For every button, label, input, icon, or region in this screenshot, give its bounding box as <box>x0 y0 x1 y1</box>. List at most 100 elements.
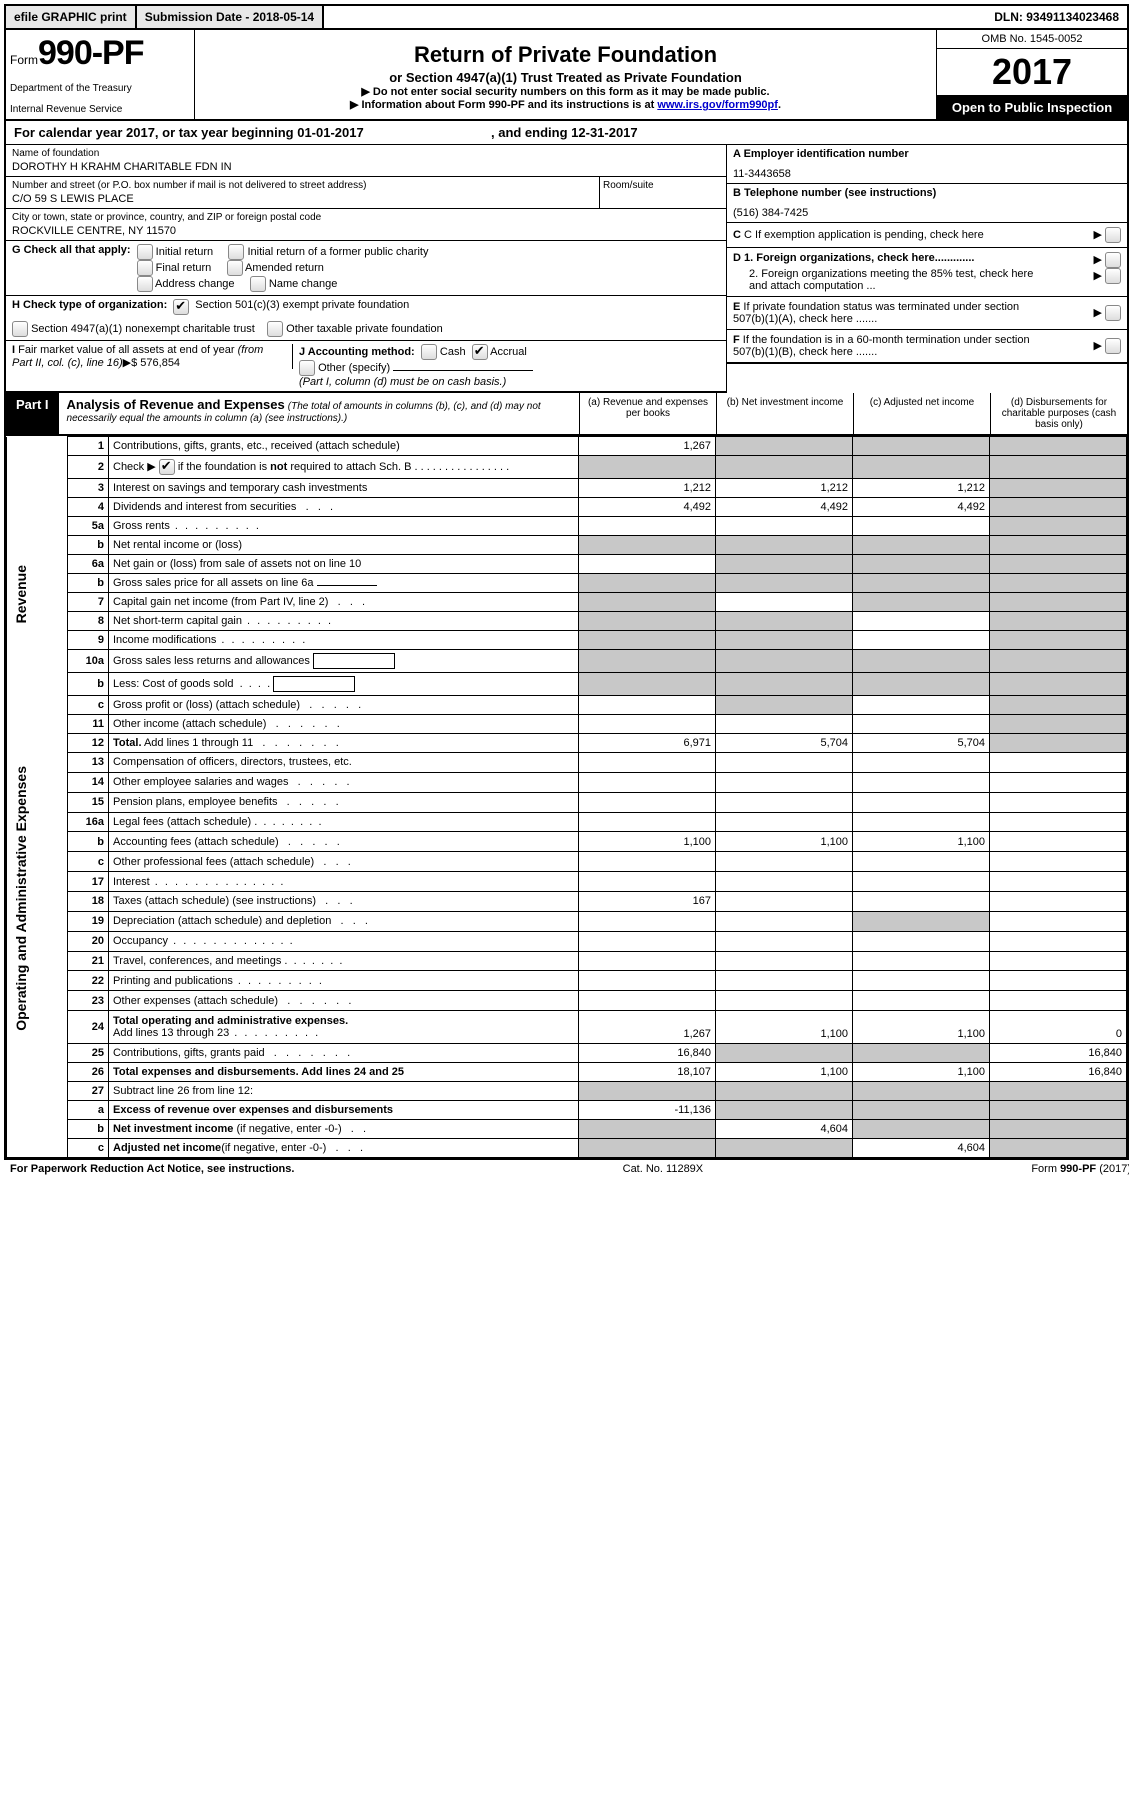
revenue-side-label: Revenue <box>11 555 31 633</box>
dln: DLN: 93491134023468 <box>986 6 1127 28</box>
foundation-name-cell: Name of foundation DOROTHY H KRAHM CHARI… <box>6 145 726 177</box>
year-box: OMB No. 1545-0052 2017 Open to Public In… <box>936 30 1127 119</box>
address-change-checkbox[interactable] <box>137 276 153 292</box>
table-row: 25Contributions, gifts, grants paid . . … <box>7 1043 1127 1062</box>
table-row: 26Total expenses and disbursements. Add … <box>7 1062 1127 1081</box>
table-row: cOther professional fees (attach schedul… <box>7 852 1127 872</box>
form-word: Form <box>10 53 38 67</box>
col-b-header: (b) Net investment income <box>716 393 853 434</box>
table-row: 16aLegal fees (attach schedule) . . . . … <box>7 812 1127 832</box>
form-container: efile GRAPHIC print Submission Date - 20… <box>4 4 1129 1160</box>
final-return-checkbox[interactable] <box>137 260 153 276</box>
cash-checkbox[interactable] <box>421 344 437 360</box>
ein-cell: A Employer identification number 11-3443… <box>727 145 1127 184</box>
col-d-header: (d) Disbursements for charitable purpose… <box>990 393 1127 434</box>
schb-checkbox[interactable] <box>159 459 175 475</box>
dept-treasury: Department of the Treasury <box>10 83 190 94</box>
expenses-side-label: Operating and Administrative Expenses <box>11 756 31 1041</box>
section-h: H Check type of organization: Section 50… <box>6 296 726 341</box>
accrual-checkbox[interactable] <box>472 344 488 360</box>
foreign-85-checkbox[interactable] <box>1105 268 1121 284</box>
foreign-org-checkbox[interactable] <box>1105 252 1121 268</box>
ein: 11-3443658 <box>733 160 1121 180</box>
city-cell: City or town, state or province, country… <box>6 209 726 241</box>
table-row: 12Total. Add lines 1 through 11 . . . . … <box>7 734 1127 753</box>
info-section: Name of foundation DOROTHY H KRAHM CHARI… <box>6 145 1127 393</box>
section-f: F If the foundation is in a 60-month ter… <box>727 330 1127 364</box>
footer: For Paperwork Reduction Act Notice, see … <box>4 1160 1129 1178</box>
section-i-j: I Fair market value of all assets at end… <box>6 341 726 393</box>
table-row: cGross profit or (loss) (attach schedule… <box>7 696 1127 715</box>
room-suite: Room/suite <box>600 177 726 209</box>
efile-label[interactable]: efile GRAPHIC print <box>6 6 137 28</box>
paperwork-notice: For Paperwork Reduction Act Notice, see … <box>10 1163 294 1175</box>
foundation-name: DOROTHY H KRAHM CHARITABLE FDN IN <box>12 159 720 173</box>
calendar-year-row: For calendar year 2017, or tax year begi… <box>6 121 1127 145</box>
table-row: 20Occupancy . . . . <box>7 931 1127 951</box>
table-row: 11Other income (attach schedule) . . . .… <box>7 715 1127 734</box>
section-g: G Check all that apply: Initial return I… <box>6 241 726 296</box>
col-c-header: (c) Adjusted net income <box>853 393 990 434</box>
table-row: 27Subtract line 26 from line 12: <box>7 1081 1127 1100</box>
table-row: 9Income modifications <box>7 631 1127 650</box>
table-row: 18Taxes (attach schedule) (see instructi… <box>7 892 1127 912</box>
form-title: Return of Private Foundation <box>199 42 932 68</box>
city-state-zip: ROCKVILLE CENTRE, NY 11570 <box>12 223 720 237</box>
name-change-checkbox[interactable] <box>250 276 266 292</box>
form-number-box: Form990-PF Department of the Treasury In… <box>6 30 195 119</box>
table-row: bAccounting fees (attach schedule) . . .… <box>7 832 1127 852</box>
table-row: cAdjusted net income(if negative, enter … <box>7 1138 1127 1157</box>
table-row: 14Other employee salaries and wages . . … <box>7 772 1127 792</box>
terminated-checkbox[interactable] <box>1105 305 1121 321</box>
exemption-pending-checkbox[interactable] <box>1105 227 1121 243</box>
amended-return-checkbox[interactable] <box>227 260 243 276</box>
table-row: 7Capital gain net income (from Part IV, … <box>7 593 1127 612</box>
table-row: bNet investment income (if negative, ent… <box>7 1119 1127 1138</box>
table-row: bLess: Cost of goods sold . . . . <box>7 673 1127 696</box>
other-method-checkbox[interactable] <box>299 360 315 376</box>
phone: (516) 384-7425 <box>733 199 1121 219</box>
form-note1: ▶ Do not enter social security numbers o… <box>199 85 932 98</box>
other-taxable-checkbox[interactable] <box>267 321 283 337</box>
topbar: efile GRAPHIC print Submission Date - 20… <box>6 6 1127 30</box>
4947a1-checkbox[interactable] <box>12 321 28 337</box>
initial-return-checkbox[interactable] <box>137 244 153 260</box>
section-d: D 1. Foreign organizations, check here..… <box>727 248 1127 297</box>
table-row: 17Interest . . . . . <box>7 872 1127 892</box>
col-a-header: (a) Revenue and expenses per books <box>579 393 716 434</box>
table-row: aExcess of revenue over expenses and dis… <box>7 1100 1127 1119</box>
60month-checkbox[interactable] <box>1105 338 1121 354</box>
part1-header: Part I Analysis of Revenue and Expenses … <box>6 393 1127 436</box>
table-row: Revenue 1 Contributions, gifts, grants, … <box>7 437 1127 456</box>
table-row: 10aGross sales less returns and allowanc… <box>7 650 1127 673</box>
omb-number: OMB No. 1545-0052 <box>937 30 1127 49</box>
street-address: C/O 59 S LEWIS PLACE <box>12 191 593 205</box>
table-row: 21Travel, conferences, and meetings . . … <box>7 951 1127 971</box>
table-row: 4Dividends and interest from securities … <box>7 498 1127 517</box>
tax-year: 2017 <box>937 49 1127 96</box>
form-number: 990-PF <box>38 34 144 72</box>
section-e: E If private foundation status was termi… <box>727 297 1127 330</box>
part1-table: Revenue 1 Contributions, gifts, grants, … <box>6 436 1127 1158</box>
form-subtitle: or Section 4947(a)(1) Trust Treated as P… <box>199 70 932 85</box>
dept-irs: Internal Revenue Service <box>10 104 190 115</box>
irs-link[interactable]: www.irs.gov/form990pf <box>657 99 778 111</box>
form-title-box: Return of Private Foundation or Section … <box>195 30 936 119</box>
address-cell: Number and street (or P.O. box number if… <box>6 177 600 209</box>
section-c: C C If exemption application is pending,… <box>727 223 1127 248</box>
submission-date: Submission Date - 2018-05-14 <box>137 6 324 28</box>
part1-label: Part I <box>6 393 59 434</box>
table-row: 2 Check ▶ if the foundation is not requi… <box>7 456 1127 479</box>
table-row: 8Net short-term capital gain <box>7 612 1127 631</box>
table-row: bGross sales price for all assets on lin… <box>7 574 1127 593</box>
phone-cell: B Telephone number (see instructions) (5… <box>727 184 1127 223</box>
cash-basis-note: (Part I, column (d) must be on cash basi… <box>299 376 506 388</box>
table-row: 15Pension plans, employee benefits . . .… <box>7 792 1127 812</box>
table-row: Operating and Administrative Expenses 13… <box>7 753 1127 773</box>
table-row: 24Total operating and administrative exp… <box>7 1011 1127 1044</box>
table-row: 19Depreciation (attach schedule) and dep… <box>7 911 1127 931</box>
initial-public-charity-checkbox[interactable] <box>228 244 244 260</box>
501c3-checkbox[interactable] <box>173 299 189 315</box>
catalog-number: Cat. No. 11289X <box>623 1163 704 1175</box>
table-row: 22Printing and publications <box>7 971 1127 991</box>
